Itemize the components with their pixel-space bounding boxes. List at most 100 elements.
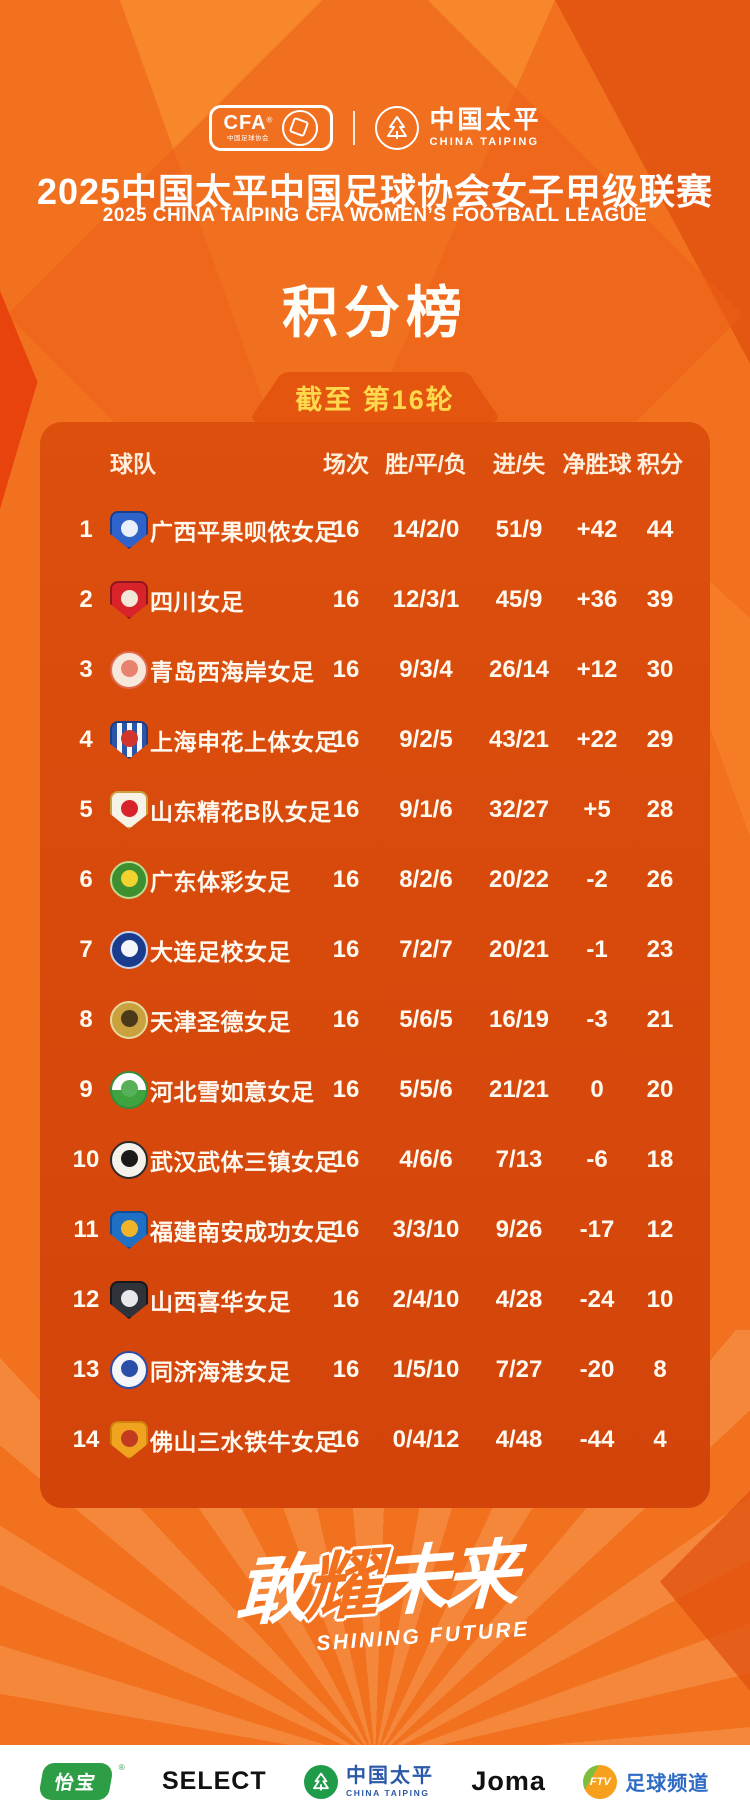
col-header-played: 场次 xyxy=(323,451,369,477)
gd-cell: +36 xyxy=(576,586,618,613)
goals-cell: 21/21 xyxy=(488,1076,550,1103)
wdl-cell: 9/1/6 xyxy=(399,796,453,823)
team-name-cell: 佛山三水铁牛女足 xyxy=(150,1429,338,1455)
cfa-logo-text: CFA xyxy=(223,112,267,135)
played-cell: 16 xyxy=(332,1356,360,1383)
wdl-cell: 9/2/5 xyxy=(399,726,453,753)
wdl-cell: 1/5/10 xyxy=(392,1356,460,1383)
goals-cell: 26/14 xyxy=(488,656,550,683)
cfa-logo: CFA® 中国足球协会 xyxy=(208,105,334,151)
team-name-cell: 武汉武体三镇女足 xyxy=(150,1149,338,1175)
gd-cell: +12 xyxy=(576,656,618,683)
rank-cell: 7 xyxy=(79,936,93,963)
team-badge-emblem xyxy=(120,1360,138,1377)
table-row: 12 山西喜华女足 16 2/4/10 4/28 -24 10 xyxy=(64,1265,688,1335)
team-badge xyxy=(110,1141,148,1179)
rank-cell: 12 xyxy=(72,1286,100,1313)
team-badge xyxy=(110,791,148,829)
goals-cell: 20/21 xyxy=(488,936,550,963)
table-row: 13 同济海港女足 16 1/5/10 7/27 -20 8 xyxy=(64,1335,688,1405)
points-cell: 28 xyxy=(646,796,674,823)
joma-logo-text: Joma xyxy=(471,1766,546,1796)
ftv-abbr: FTV xyxy=(589,1775,611,1788)
team-badge xyxy=(110,1001,148,1039)
table-row: 9 河北雪如意女足 16 5/5/6 21/21 0 20 xyxy=(64,1055,688,1125)
table-row: 5 山东精花B队女足 16 9/1/6 32/27 +5 28 xyxy=(64,775,688,845)
table-row: 11 福建南安成功女足 16 3/3/10 9/26 -17 12 xyxy=(64,1195,688,1265)
slogan-char-1: 敢 xyxy=(233,1546,307,1635)
gd-cell: -2 xyxy=(586,866,608,893)
points-cell: 30 xyxy=(646,656,674,683)
team-badge-emblem xyxy=(120,1220,138,1237)
yibao-registered-mark: ® xyxy=(118,1763,125,1772)
table-row: 3 青岛西海岸女足 16 9/3/4 26/14 +12 30 xyxy=(64,635,688,705)
table-row: 7 大连足校女足 16 7/2/7 20/21 -1 23 xyxy=(64,915,688,985)
col-header-goals: 进/失 xyxy=(492,451,546,477)
sponsor-footer: 怡宝 ® SELECT 中国太平 CHINA TAIPING Joma FTV … xyxy=(0,1745,750,1818)
wdl-cell: 5/5/6 xyxy=(399,1076,453,1103)
taiping-name-en: CHINA TAIPING xyxy=(429,136,540,148)
cfa-registered-mark: ® xyxy=(266,115,273,125)
rank-cell: 6 xyxy=(79,866,93,893)
taiping-name-cn: 中国太平 xyxy=(429,106,542,134)
table-header-row: 球队 场次 胜/平/负 进/失 净胜球 积分 xyxy=(64,444,688,480)
played-cell: 16 xyxy=(332,1146,360,1173)
team-name-cell: 山西喜华女足 xyxy=(150,1289,291,1315)
points-cell: 4 xyxy=(653,1426,667,1453)
played-cell: 16 xyxy=(332,1426,360,1453)
team-badge-emblem xyxy=(120,870,138,887)
team-badge xyxy=(110,511,148,549)
ftv-circle-icon: FTV xyxy=(583,1764,618,1799)
played-cell: 16 xyxy=(332,1216,360,1243)
team-badge-emblem xyxy=(120,590,138,607)
points-cell: 29 xyxy=(646,726,674,753)
points-cell: 39 xyxy=(646,586,674,613)
rank-cell: 5 xyxy=(79,796,93,823)
goals-cell: 4/48 xyxy=(495,1426,543,1453)
ftv-channel-name: 足球频道 xyxy=(625,1773,710,1795)
gd-cell: -44 xyxy=(579,1426,615,1453)
table-row: 8 天津圣德女足 16 5/6/5 16/19 -3 21 xyxy=(64,985,688,1055)
taiping-footer-en: CHINA TAIPING xyxy=(345,1787,430,1798)
team-badge-emblem xyxy=(120,520,138,537)
team-badge-emblem xyxy=(120,1080,138,1097)
rank-cell: 8 xyxy=(79,1006,93,1033)
rank-cell: 1 xyxy=(79,516,93,543)
team-badge-emblem xyxy=(120,940,138,957)
goals-cell: 7/13 xyxy=(495,1146,543,1173)
points-cell: 44 xyxy=(646,516,674,543)
goals-cell: 32/27 xyxy=(488,796,550,823)
points-cell: 10 xyxy=(646,1286,674,1313)
table-row: 6 广东体彩女足 16 8/2/6 20/22 -2 26 xyxy=(64,845,688,915)
team-name-cell: 青岛西海岸女足 xyxy=(150,659,315,685)
rank-cell: 11 xyxy=(73,1216,99,1243)
team-name-cell: 上海申花上体女足 xyxy=(150,729,338,755)
played-cell: 16 xyxy=(332,516,360,543)
played-cell: 16 xyxy=(332,1286,360,1313)
team-badge xyxy=(110,931,148,969)
team-badge-emblem xyxy=(120,730,138,747)
rank-cell: 10 xyxy=(72,1146,100,1173)
team-name-cell: 广东体彩女足 xyxy=(150,869,291,895)
gd-cell: -1 xyxy=(586,936,608,963)
team-badge xyxy=(110,1071,148,1109)
league-title-en: 2025 CHINA TAIPING CFA WOMEN’S FOOTBALL … xyxy=(102,205,648,226)
sponsor-select: SELECT xyxy=(162,1767,267,1796)
team-badge xyxy=(110,651,148,689)
col-header-points: 积分 xyxy=(637,451,683,477)
team-badge-emblem xyxy=(120,1430,138,1447)
points-cell: 12 xyxy=(646,1216,674,1243)
points-cell: 20 xyxy=(646,1076,674,1103)
team-name-cell: 河北雪如意女足 xyxy=(150,1079,315,1105)
cfa-ball-emblem-icon xyxy=(282,110,319,146)
rank-cell: 2 xyxy=(79,586,93,613)
table-row: 14 佛山三水铁牛女足 16 0/4/12 4/48 -44 4 xyxy=(64,1405,688,1475)
gd-cell: -24 xyxy=(579,1286,615,1313)
team-badge xyxy=(110,1421,148,1459)
slogan-char-2-highlight: 耀 xyxy=(303,1541,377,1631)
gd-cell: -17 xyxy=(579,1216,615,1243)
round-tab: 截至 第16轮 xyxy=(244,372,506,422)
col-header-wdl: 胜/平/负 xyxy=(385,451,467,477)
gd-cell: +42 xyxy=(576,516,618,543)
goals-cell: 4/28 xyxy=(495,1286,543,1313)
